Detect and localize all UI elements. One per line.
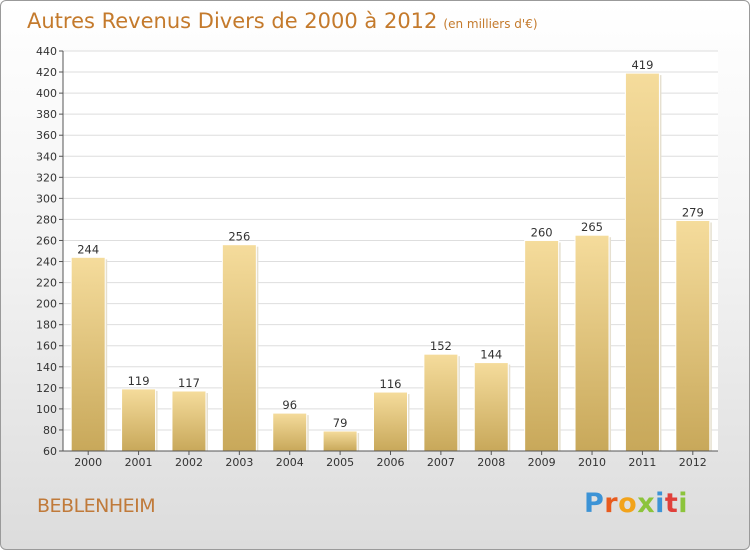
y-tick-label: 220 (36, 277, 57, 290)
y-tick-label: 360 (36, 129, 57, 142)
bar (574, 234, 610, 452)
data-label: 117 (178, 376, 200, 390)
data-label: 96 (282, 398, 297, 412)
data-label: 256 (228, 230, 250, 244)
y-tick-label: 400 (36, 87, 57, 100)
city-name: BEBLENHEIM (37, 495, 156, 517)
data-label: 144 (480, 348, 502, 362)
bar (423, 353, 459, 452)
y-tick-label: 160 (36, 340, 57, 353)
proxiti-logo: Proxiti (584, 488, 689, 519)
y-tick-label: 120 (36, 382, 57, 395)
x-tick-label: 2000 (74, 456, 102, 469)
y-tick-label: 260 (36, 234, 57, 247)
data-label: 116 (380, 377, 402, 391)
x-tick-label: 2001 (125, 456, 153, 469)
x-tick-label: 2005 (326, 456, 354, 469)
data-label: 79 (333, 416, 348, 430)
x-tick-label: 2010 (578, 456, 606, 469)
bar (121, 388, 157, 452)
y-tick-label: 440 (36, 45, 57, 58)
y-tick-label: 420 (36, 66, 57, 79)
data-label: 265 (581, 220, 603, 234)
bar (171, 390, 207, 452)
y-tick-label: 200 (36, 298, 57, 311)
x-tick-label: 2004 (276, 456, 304, 469)
y-tick-label: 240 (36, 256, 57, 269)
bar (675, 219, 711, 452)
bar (70, 256, 106, 452)
data-label: 152 (430, 339, 452, 353)
data-label: 119 (128, 374, 150, 388)
y-tick-label: 60 (43, 445, 57, 458)
y-tick-label: 320 (36, 171, 57, 184)
bar (221, 244, 257, 452)
y-tick-label: 380 (36, 108, 57, 121)
bar (624, 72, 660, 452)
bar (524, 239, 560, 452)
y-tick-label: 300 (36, 192, 57, 205)
data-label: 260 (531, 225, 553, 239)
x-tick-label: 2008 (477, 456, 505, 469)
x-tick-label: 2002 (175, 456, 203, 469)
x-tick-label: 2007 (427, 456, 455, 469)
y-tick-label: 80 (43, 424, 57, 437)
data-label: 419 (631, 58, 653, 72)
x-tick-label: 2012 (679, 456, 707, 469)
x-tick-label: 2009 (528, 456, 556, 469)
y-tick-label: 340 (36, 150, 57, 163)
chart-title: Autres Revenus Divers de 2000 à 2012 (en … (27, 9, 538, 33)
chart-unit: (en milliers d'€) (443, 17, 538, 31)
bar (473, 362, 509, 452)
y-tick-label: 140 (36, 361, 57, 374)
bar (272, 412, 308, 452)
y-tick-label: 180 (36, 319, 57, 332)
x-tick-label: 2011 (628, 456, 656, 469)
bar (373, 391, 408, 452)
data-label: 279 (682, 205, 704, 219)
data-label: 244 (77, 242, 99, 256)
y-tick-label: 100 (36, 403, 57, 416)
y-tick-label: 280 (36, 213, 57, 226)
x-tick-label: 2006 (377, 456, 405, 469)
x-tick-label: 2003 (225, 456, 253, 469)
bar (322, 430, 358, 452)
